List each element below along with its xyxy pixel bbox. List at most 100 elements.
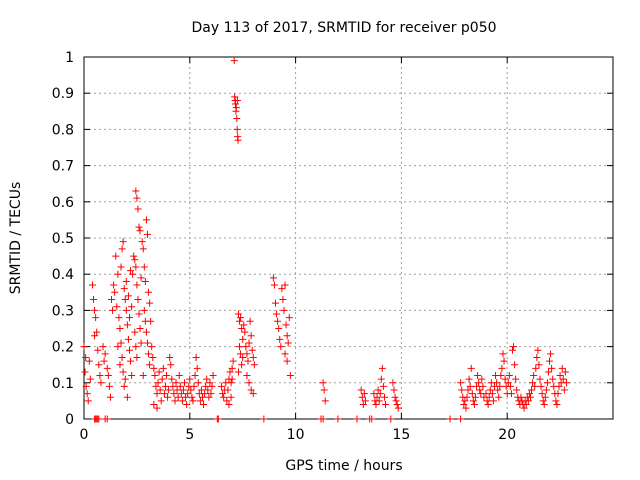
- data-point: [507, 390, 515, 398]
- data-point: [281, 350, 289, 358]
- data-point: [393, 401, 401, 409]
- data-point: [131, 328, 139, 336]
- data-point: [122, 277, 130, 285]
- data-point: [93, 328, 101, 336]
- data-point: [139, 372, 147, 380]
- data-point: [83, 390, 91, 398]
- data-point: [134, 296, 142, 304]
- data-point: [120, 382, 128, 390]
- data-point: [99, 343, 107, 351]
- data-point: [140, 263, 148, 271]
- data-point: [106, 393, 114, 401]
- data-point: [197, 386, 205, 394]
- data-point: [528, 386, 536, 394]
- data-point: [143, 230, 151, 238]
- data-point: [114, 343, 122, 351]
- data-point: [133, 194, 141, 202]
- data-point: [82, 353, 90, 361]
- data-point: [541, 393, 549, 401]
- data-point: [137, 339, 145, 347]
- data-point: [359, 401, 367, 409]
- data-point: [478, 375, 486, 383]
- data-point: [111, 288, 119, 296]
- data-point: [205, 393, 213, 401]
- data-point: [179, 386, 187, 394]
- data-point: [467, 364, 475, 372]
- data-point: [123, 321, 131, 329]
- data-point: [561, 368, 569, 376]
- y-tick-label: 0: [65, 412, 74, 428]
- data-point: [392, 397, 400, 405]
- data-point: [361, 397, 369, 405]
- x-axis-ticks: 0 5 10 15 20: [80, 57, 516, 443]
- x-tick-label: 10: [287, 427, 305, 443]
- data-point: [161, 382, 169, 390]
- data-point: [188, 393, 196, 401]
- data-point: [92, 314, 100, 322]
- data-point: [151, 372, 159, 380]
- data-point: [248, 346, 256, 354]
- data-point: [460, 401, 468, 409]
- data-point: [176, 382, 184, 390]
- data-point: [156, 386, 164, 394]
- data-point: [184, 390, 192, 398]
- data-point: [103, 364, 111, 372]
- data-point: [474, 372, 482, 380]
- data-point: [284, 339, 292, 347]
- data-point: [249, 353, 257, 361]
- data-point: [473, 382, 481, 390]
- data-point: [237, 350, 245, 358]
- data-point: [489, 397, 497, 405]
- data-point: [118, 245, 126, 253]
- data-point: [394, 404, 402, 412]
- data-point: [130, 252, 138, 260]
- data-point: [278, 285, 286, 293]
- data-point: [125, 314, 133, 322]
- data-point: [233, 115, 241, 123]
- data-point: [129, 270, 137, 278]
- data-point: [145, 350, 153, 358]
- data-point: [504, 379, 512, 387]
- data-point: [321, 397, 329, 405]
- data-point: [191, 372, 199, 380]
- data-point: [174, 393, 182, 401]
- data-point: [94, 346, 102, 354]
- data-point: [269, 274, 277, 282]
- data-point: [319, 415, 327, 423]
- data-point: [277, 343, 285, 351]
- y-axis-label: SRMTID / TECUs: [8, 182, 24, 295]
- data-point: [133, 281, 141, 289]
- data-point: [228, 375, 236, 383]
- data-point: [238, 325, 246, 332]
- data-point: [506, 382, 514, 390]
- data-point: [380, 393, 388, 401]
- data-point: [137, 274, 145, 282]
- data-point: [501, 375, 509, 383]
- data-point: [236, 343, 244, 351]
- data-point: [88, 281, 96, 289]
- data-point: [389, 379, 397, 387]
- data-point: [379, 382, 387, 390]
- data-point: [508, 346, 516, 354]
- data-point: [128, 303, 136, 311]
- data-point: [247, 332, 255, 340]
- data-point: [109, 306, 117, 314]
- y-axis-ticks: 0 0.1 0.2 0.3 0.4 0.5 0.6 0.7 0.8 0.9 1: [52, 50, 613, 428]
- data-point: [552, 397, 560, 405]
- data-point: [249, 390, 257, 398]
- x-tick-label: 20: [498, 427, 516, 443]
- data-point: [171, 397, 179, 405]
- data-point: [462, 404, 470, 412]
- data-point: [558, 364, 566, 372]
- data-point: [238, 361, 246, 369]
- data-point: [165, 386, 173, 394]
- data-point: [232, 104, 240, 112]
- data-point: [375, 397, 383, 405]
- data-point: [470, 401, 478, 409]
- data-point: [164, 393, 172, 401]
- data-point: [169, 382, 177, 390]
- data-point: [531, 382, 539, 390]
- data-point: [208, 382, 216, 390]
- y-tick-label: 0.8: [52, 122, 74, 138]
